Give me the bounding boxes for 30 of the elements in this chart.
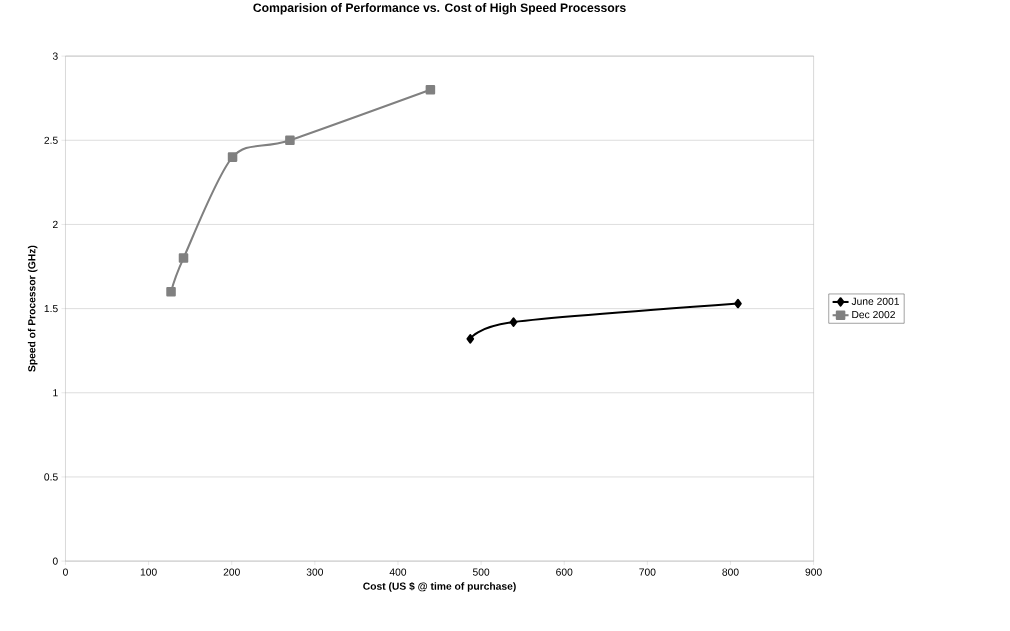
- y-tick-label: 1.5: [44, 304, 58, 313]
- x-tick-label: 0: [63, 568, 68, 576]
- point: [734, 298, 742, 309]
- point: [227, 152, 238, 162]
- y-tick-label: 2.5: [44, 136, 58, 144]
- x-axis-title: Cost (US $ @ time of purchase): [363, 582, 516, 592]
- legend-label: June 2001: [851, 297, 899, 305]
- x-tick-label: 600: [556, 568, 573, 576]
- legend-label: Dec 2002: [852, 310, 895, 319]
- x-tick-label: 100: [140, 568, 157, 576]
- point: [466, 334, 475, 344]
- y-tick-label: 0: [52, 557, 58, 565]
- x-tick-label: 400: [389, 568, 407, 576]
- x-tick-label: 800: [722, 568, 739, 576]
- point: [166, 286, 176, 297]
- x-tick-label: 500: [472, 568, 490, 576]
- y-tick-label: 1: [53, 389, 58, 397]
- x-tick-label: 200: [223, 568, 240, 576]
- y-tick-label: 3: [52, 52, 58, 60]
- point: [509, 317, 518, 327]
- point: [425, 84, 436, 95]
- point: [285, 135, 295, 145]
- y-tick-label: 0.5: [44, 473, 58, 481]
- x-tick-label: 700: [639, 568, 656, 576]
- point: [178, 253, 189, 263]
- chart-title: Comparision of Performance vs. Cost of High Speed Processors: [253, 2, 626, 15]
- y-axis-title: Speed of Processor (GHz): [27, 245, 38, 372]
- x-tick-label: 300: [306, 568, 324, 576]
- y-tick-label: 2: [52, 220, 58, 228]
- x-tick-label: 900: [805, 568, 822, 576]
